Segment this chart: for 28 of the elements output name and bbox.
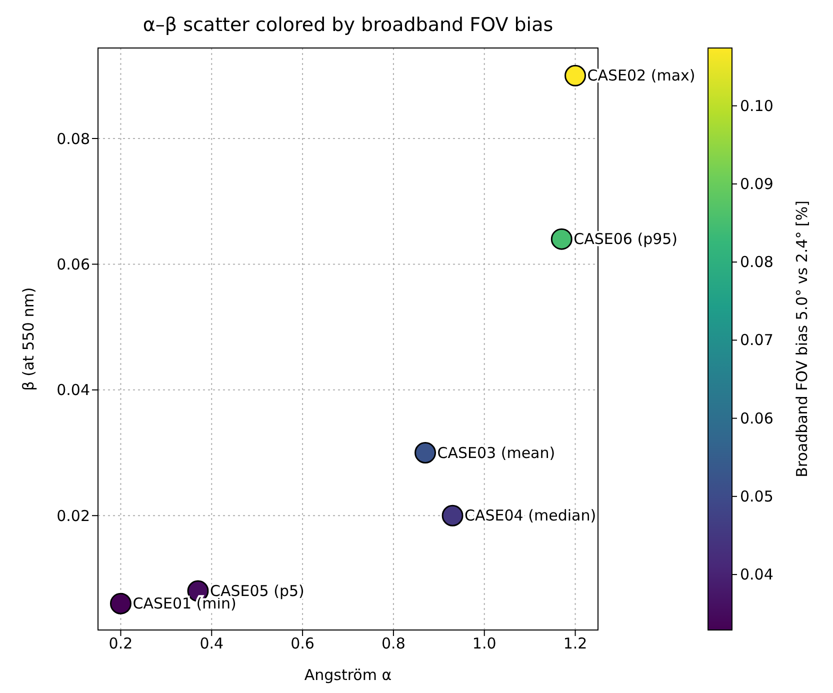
x-axis-title: Angström α: [304, 666, 392, 684]
y-tick-label: 0.08: [56, 130, 90, 148]
y-tick-label: 0.02: [56, 506, 90, 525]
point: [564, 64, 586, 86]
point: [550, 228, 572, 250]
color-bar-title: Broadband FOV bias 5.0° vs 2.4° [%]: [793, 200, 811, 478]
y-tick-label: 0.06: [56, 256, 90, 274]
annotation: CASE03 (mean): [437, 444, 556, 462]
color-bar-label: 0.04: [740, 566, 774, 584]
x-tick-label: 1.0: [472, 634, 496, 653]
x-tick-label: 1.2: [563, 634, 588, 653]
color-bar-label: 0.06: [740, 409, 774, 428]
color-bar-label: 0.10: [740, 96, 774, 115]
y-tick-label: 0.04: [56, 381, 90, 400]
color-bar-label: 0.08: [740, 253, 774, 272]
point: [442, 504, 464, 526]
x-tick-label: 0.6: [290, 634, 314, 653]
y-axis-title: β (at 550 nm): [19, 287, 38, 391]
x-tick-label: 0.8: [382, 634, 406, 653]
x-tick-label: 0.2: [108, 634, 133, 653]
chart-title: α–β scatter colored by broadband FOV bias: [142, 14, 554, 36]
x-tick-label: 0.4: [200, 634, 224, 653]
color-bar-label: 0.05: [740, 487, 774, 506]
point: [414, 442, 436, 464]
color-bar-label: 0.07: [740, 331, 774, 350]
annotation: CASE04 (median): [464, 506, 596, 525]
color-bar-label: 0.09: [740, 174, 774, 193]
point: [110, 592, 132, 614]
